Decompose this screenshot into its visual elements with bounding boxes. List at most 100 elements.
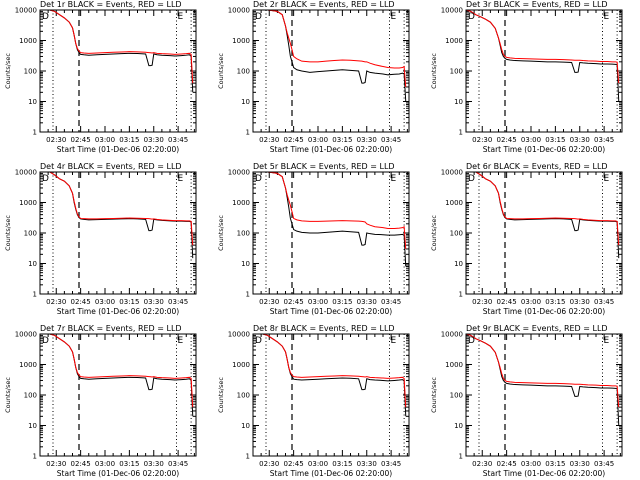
x-tick-label: 03:45 bbox=[168, 136, 188, 144]
y-tick-label: 1000 bbox=[19, 361, 37, 369]
detector-panel-3: Det 3r BLACK = Events, RED = LLD Counts/s… bbox=[430, 0, 623, 154]
corner-label-left: D bbox=[42, 336, 49, 346]
corner-label-right: E bbox=[391, 174, 397, 184]
x-tick-label: 03:45 bbox=[594, 460, 614, 468]
x-tick-label: 02:45 bbox=[71, 298, 91, 306]
x-tick-label: 03:45 bbox=[381, 460, 401, 468]
x-axis-label: Start Time (01-Dec-06 02:20:00) bbox=[483, 145, 605, 154]
y-tick-label: 1 bbox=[246, 291, 250, 299]
corner-label-left: D bbox=[468, 336, 475, 346]
corner-label-right: E bbox=[391, 336, 397, 346]
series-events bbox=[465, 333, 620, 426]
x-tick-label: 02:30 bbox=[46, 136, 66, 144]
y-tick-label: 1000 bbox=[19, 37, 37, 45]
x-tick-label: 03:00 bbox=[308, 136, 328, 144]
plot-frame bbox=[252, 171, 410, 295]
corner-label-left: D bbox=[255, 12, 262, 22]
y-tick-label: 100 bbox=[24, 68, 37, 76]
y-tick-label: 100 bbox=[450, 392, 463, 400]
panel-title: Det 8r BLACK = Events, RED = LLD bbox=[253, 324, 395, 333]
panel-title: Det 7r BLACK = Events, RED = LLD bbox=[40, 324, 182, 333]
x-tick-label: 03:30 bbox=[357, 136, 377, 144]
x-tick-label: 03:00 bbox=[521, 298, 541, 306]
x-axis-label: Start Time (01-Dec-06 02:20:00) bbox=[57, 145, 179, 154]
y-tick-label: 10 bbox=[28, 422, 37, 430]
y-axis-label: Counts/sec bbox=[4, 53, 12, 89]
y-tick-label: 1 bbox=[33, 291, 37, 299]
x-tick-label: 03:30 bbox=[144, 298, 164, 306]
panel-title: Det 1r BLACK = Events, RED = LLD bbox=[40, 0, 182, 9]
y-tick-label: 1000 bbox=[232, 361, 250, 369]
x-tick-label: 02:45 bbox=[497, 460, 517, 468]
x-tick-label: 03:15 bbox=[545, 136, 565, 144]
x-tick-label: 03:30 bbox=[357, 298, 377, 306]
series-lld bbox=[40, 171, 194, 246]
x-tick-label: 03:45 bbox=[168, 298, 188, 306]
y-tick-label: 100 bbox=[450, 230, 463, 238]
x-tick-label: 03:00 bbox=[95, 136, 115, 144]
panel-title: Det 9r BLACK = Events, RED = LLD bbox=[466, 324, 608, 333]
x-tick-label: 03:45 bbox=[381, 298, 401, 306]
y-tick-label: 1 bbox=[459, 291, 463, 299]
series-lld bbox=[40, 9, 194, 84]
y-tick-label: 1 bbox=[33, 129, 37, 137]
x-tick-label: 03:15 bbox=[119, 460, 139, 468]
y-tick-label: 10000 bbox=[228, 7, 250, 15]
x-tick-label: 03:00 bbox=[521, 136, 541, 144]
x-tick-label: 02:45 bbox=[497, 298, 517, 306]
corner-label-left: D bbox=[468, 12, 475, 22]
y-axis-label: Counts/sec bbox=[217, 215, 225, 251]
x-tick-label: 03:15 bbox=[332, 298, 352, 306]
x-tick-label: 02:30 bbox=[46, 298, 66, 306]
x-tick-label: 03:30 bbox=[144, 460, 164, 468]
detector-panel-7: Det 7r BLACK = Events, RED = LLD Counts/s… bbox=[4, 324, 197, 478]
series-lld bbox=[253, 333, 407, 408]
plot-frame bbox=[39, 333, 197, 457]
y-tick-label: 10000 bbox=[15, 331, 37, 339]
x-tick-label: 02:45 bbox=[284, 298, 304, 306]
x-axis-label: Start Time (01-Dec-06 02:20:00) bbox=[57, 469, 179, 478]
corner-label-left: D bbox=[468, 174, 475, 184]
x-tick-label: 02:30 bbox=[472, 460, 492, 468]
series-events bbox=[40, 171, 194, 259]
y-tick-label: 100 bbox=[24, 392, 37, 400]
y-tick-label: 1000 bbox=[232, 199, 250, 207]
y-tick-label: 1 bbox=[246, 453, 250, 461]
plot-frame bbox=[39, 9, 197, 133]
corner-label-right: E bbox=[604, 12, 610, 22]
y-tick-label: 1 bbox=[459, 453, 463, 461]
y-tick-label: 10 bbox=[241, 98, 250, 106]
corner-label-right: E bbox=[178, 12, 184, 22]
x-tick-label: 02:45 bbox=[71, 136, 91, 144]
y-tick-label: 100 bbox=[237, 68, 250, 76]
x-tick-label: 03:45 bbox=[594, 136, 614, 144]
x-tick-label: 03:45 bbox=[594, 298, 614, 306]
detector-panel-9: Det 9r BLACK = Events, RED = LLD Counts/s… bbox=[430, 324, 623, 478]
series-events bbox=[253, 171, 407, 267]
x-tick-label: 02:30 bbox=[259, 136, 279, 144]
panel-title: Det 4r BLACK = Events, RED = LLD bbox=[40, 162, 182, 171]
x-tick-label: 02:45 bbox=[284, 136, 304, 144]
series-lld bbox=[253, 9, 407, 87]
x-tick-label: 02:30 bbox=[472, 298, 492, 306]
corner-label-right: E bbox=[604, 336, 610, 346]
series-events bbox=[253, 9, 407, 102]
series-events bbox=[466, 171, 620, 259]
y-tick-label: 10000 bbox=[441, 7, 463, 15]
y-tick-label: 100 bbox=[450, 68, 463, 76]
corner-label-left: D bbox=[255, 336, 262, 346]
series-lld bbox=[465, 9, 620, 84]
x-tick-label: 03:15 bbox=[332, 136, 352, 144]
series-events bbox=[40, 333, 194, 417]
y-tick-label: 10 bbox=[454, 260, 463, 268]
x-tick-label: 03:00 bbox=[95, 460, 115, 468]
x-tick-label: 03:45 bbox=[168, 460, 188, 468]
x-tick-label: 02:30 bbox=[259, 298, 279, 306]
panel-title: Det 6r BLACK = Events, RED = LLD bbox=[466, 162, 608, 171]
plot-frame bbox=[252, 9, 410, 133]
corner-label-left: D bbox=[255, 174, 262, 184]
y-tick-label: 10 bbox=[28, 98, 37, 106]
x-tick-label: 03:15 bbox=[119, 136, 139, 144]
x-tick-label: 03:30 bbox=[570, 298, 590, 306]
x-tick-label: 03:15 bbox=[545, 298, 565, 306]
